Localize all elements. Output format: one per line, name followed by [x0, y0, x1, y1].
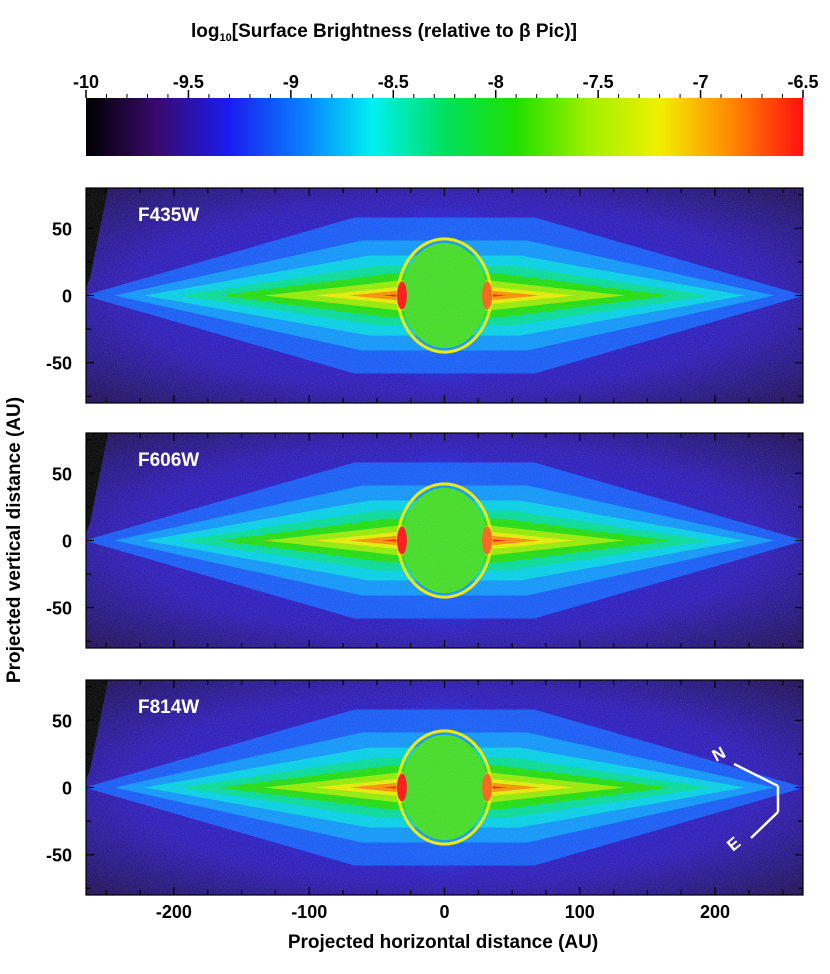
- colorbar-tick-label: -10: [73, 72, 99, 92]
- x-tick-label: 0: [439, 902, 449, 922]
- colorbar-ticks: -10 -9.5 -9 -8.5 -8 -7.5 -7 -6.5: [73, 72, 819, 98]
- panel-f606w: F606W 50 0 -50: [46, 432, 804, 649]
- panel-label: F606W: [138, 450, 199, 471]
- x-tick-label: -200: [156, 902, 192, 922]
- y-tick-label: 0: [62, 287, 72, 307]
- colorbar-title: log10[Surface Brightness (relative to β …: [191, 21, 577, 44]
- colorbar-tick-label: -7.5: [583, 72, 614, 92]
- colorbar-tick-label: -8.5: [378, 72, 409, 92]
- compass-east-arrow: [750, 811, 779, 839]
- y-tick-label: -50: [46, 599, 72, 619]
- y-tick-label: -50: [46, 354, 72, 374]
- colorbar-tick-label: -7: [693, 72, 709, 92]
- y-tick-label: 50: [52, 464, 72, 484]
- panel-noise: [86, 188, 803, 403]
- colorbar-bar: [86, 98, 803, 156]
- colorbar-tick-label: -9.5: [173, 72, 204, 92]
- image-panels: F435W 50 0 -50 F606W 50 0 -50 F814W 50 0 -50: [46, 187, 804, 896]
- x-axis-label: Projected horizontal distance (AU): [288, 932, 598, 953]
- y-tick-label: 0: [62, 779, 72, 799]
- x-tick-label: 100: [565, 902, 595, 922]
- y-tick-label: 0: [62, 532, 72, 552]
- panel-label: F814W: [138, 697, 199, 718]
- y-tick-label: 50: [52, 711, 72, 731]
- colorbar-tick-label: -9: [283, 72, 299, 92]
- colorbar-tick-label: -6.5: [787, 72, 818, 92]
- panel-noise: [86, 680, 803, 895]
- panel-f435w: F435W 50 0 -50: [46, 187, 804, 404]
- y-axis-label: Projected vertical distance (AU): [4, 397, 25, 683]
- x-tick-label: 200: [700, 902, 730, 922]
- x-tick-label: -100: [291, 902, 327, 922]
- panel-label: F435W: [138, 205, 199, 226]
- y-tick-label: 50: [52, 219, 72, 239]
- x-tick-labels: -200 -100 0 100 200: [156, 902, 730, 922]
- y-tick-label: -50: [46, 846, 72, 866]
- panel-f814w: F814W 50 0 -50: [46, 679, 804, 896]
- colorbar: log10[Surface Brightness (relative to β …: [73, 21, 819, 156]
- compass-north-arrow: [733, 762, 779, 788]
- panel-noise: [86, 433, 803, 648]
- colorbar-tick-label: -8: [488, 72, 504, 92]
